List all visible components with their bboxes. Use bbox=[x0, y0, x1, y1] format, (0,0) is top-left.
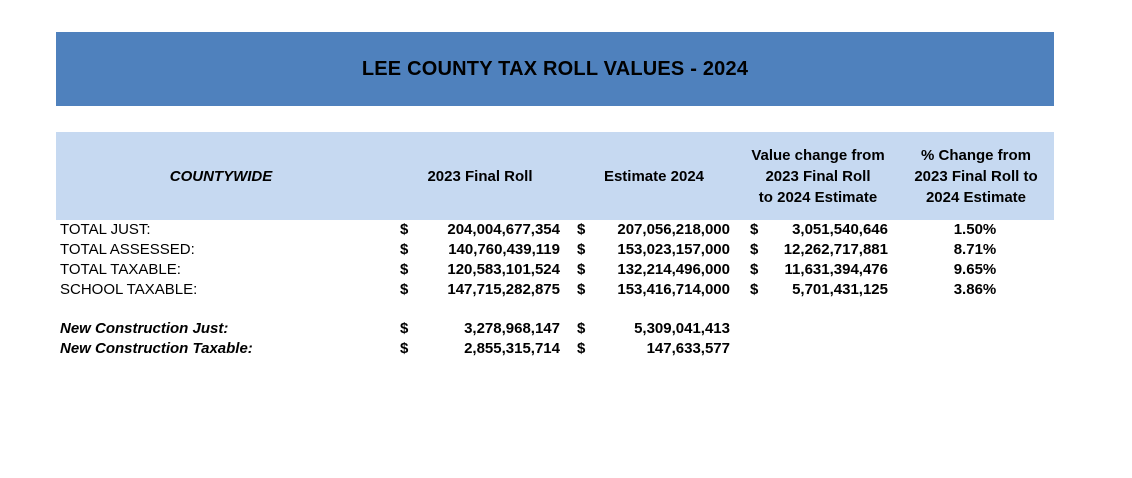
row-label: TOTAL JUST: bbox=[60, 221, 151, 238]
final-roll-value: 2,855,315,714 bbox=[464, 340, 560, 357]
final-roll-value: 140,760,439,119 bbox=[448, 241, 560, 258]
estimate-value: 207,056,218,000 bbox=[617, 221, 730, 238]
change-value: 11,631,394,476 bbox=[784, 261, 888, 278]
row-label: New Construction Just: bbox=[60, 320, 229, 337]
estimate-value: 132,214,496,000 bbox=[617, 261, 730, 278]
header-estimate: Estimate 2024 bbox=[603, 167, 705, 185]
dollar-sign: $ bbox=[400, 261, 409, 278]
change-value: 5,701,431,125 bbox=[792, 281, 888, 298]
pct-change-value: 3.86% bbox=[953, 281, 997, 298]
table-row: TOTAL JUST: $ 204,004,677,354 $ 207,056,… bbox=[0, 220, 1132, 240]
dollar-sign: $ bbox=[400, 241, 409, 258]
dollar-sign: $ bbox=[750, 241, 759, 258]
table-header: COUNTYWIDE 2023 Final Roll Estimate 2024… bbox=[56, 132, 1054, 220]
dollar-sign: $ bbox=[577, 320, 586, 337]
estimate-value: 153,416,714,000 bbox=[617, 281, 730, 298]
header-final-roll: 2023 Final Roll bbox=[427, 167, 533, 185]
final-roll-value: 147,715,282,875 bbox=[447, 281, 560, 298]
final-roll-value: 204,004,677,354 bbox=[447, 221, 560, 238]
pct-change-value: 9.65% bbox=[953, 261, 997, 278]
pct-change-value: 8.71% bbox=[953, 241, 997, 258]
estimate-value: 5,309,041,413 bbox=[634, 320, 730, 337]
dollar-sign: $ bbox=[400, 281, 409, 298]
page-title: LEE COUNTY TAX ROLL VALUES - 2024 bbox=[361, 57, 749, 80]
row-label: SCHOOL TAXABLE: bbox=[60, 281, 198, 298]
dollar-sign: $ bbox=[750, 221, 759, 238]
dollar-sign: $ bbox=[400, 221, 409, 238]
pct-change-value: 1.50% bbox=[953, 221, 997, 238]
dollar-sign: $ bbox=[577, 221, 586, 238]
table-row: New Construction Just: $ 3,278,968,147 $… bbox=[0, 319, 1132, 339]
row-label: TOTAL ASSESSED: bbox=[60, 241, 195, 258]
final-roll-value: 120,583,101,524 bbox=[447, 261, 560, 278]
estimate-value: 147,633,577 bbox=[646, 340, 730, 357]
dollar-sign: $ bbox=[750, 261, 759, 278]
final-roll-value: 3,278,968,147 bbox=[464, 320, 560, 337]
dollar-sign: $ bbox=[750, 281, 759, 298]
dollar-sign: $ bbox=[577, 241, 586, 258]
header-pct-change: % Change from 2023 Final Roll to 2024 Es… bbox=[914, 146, 1038, 206]
table-row: SCHOOL TAXABLE: $ 147,715,282,875 $ 153,… bbox=[0, 280, 1132, 300]
change-value: 3,051,540,646 bbox=[792, 221, 888, 238]
change-value: 12,262,717,881 bbox=[783, 241, 888, 258]
table-row: New Construction Taxable: $ 2,855,315,71… bbox=[0, 339, 1132, 359]
dollar-sign: $ bbox=[577, 281, 586, 298]
dollar-sign: $ bbox=[400, 320, 409, 337]
dollar-sign: $ bbox=[577, 340, 586, 357]
row-label: New Construction Taxable: bbox=[60, 340, 253, 357]
table-row: TOTAL ASSESSED: $ 140,760,439,119 $ 153,… bbox=[0, 240, 1132, 260]
row-label: TOTAL TAXABLE: bbox=[60, 261, 181, 278]
title-banner: LEE COUNTY TAX ROLL VALUES - 2024 bbox=[56, 32, 1054, 106]
dollar-sign: $ bbox=[577, 261, 586, 278]
header-value-change: Value change from 2023 Final Roll to 202… bbox=[751, 146, 885, 206]
estimate-value: 153,023,157,000 bbox=[617, 241, 730, 258]
table-row: TOTAL TAXABLE: $ 120,583,101,524 $ 132,2… bbox=[0, 260, 1132, 280]
header-countywide: COUNTYWIDE bbox=[169, 167, 273, 185]
dollar-sign: $ bbox=[400, 340, 409, 357]
